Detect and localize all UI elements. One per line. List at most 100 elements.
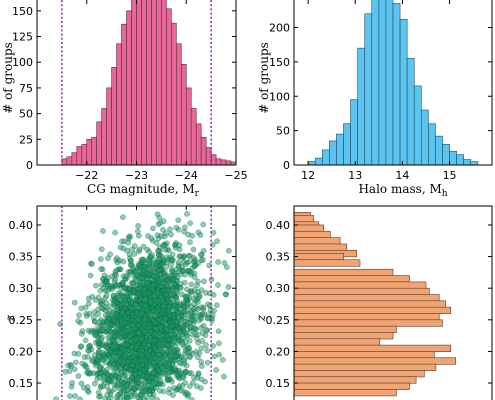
- scatter-point: [109, 357, 115, 364]
- scatter-point: [151, 272, 157, 279]
- scatter-point: [140, 290, 147, 297]
- hist-bar: [293, 253, 344, 261]
- hist-bar: [146, 0, 152, 166]
- hist-bar: [151, 0, 157, 166]
- scatter-point: [129, 305, 135, 312]
- scatter-point: [173, 318, 180, 325]
- scatter-point: [85, 354, 91, 360]
- plot-frame: [293, 205, 493, 400]
- scatter-point: [168, 256, 175, 263]
- scatter-point: [188, 316, 195, 322]
- scatter-point: [198, 257, 205, 264]
- scatter-point: [96, 319, 103, 325]
- hist-bar: [225, 160, 232, 166]
- hist-bar: [101, 108, 107, 166]
- scatter-point: [193, 336, 200, 342]
- hist-bar: [428, 123, 436, 166]
- scatter-point: [173, 353, 180, 359]
- y-tick-label: 0.40: [9, 219, 34, 232]
- scatter-point: [136, 286, 142, 293]
- hist-bar: [126, 10, 132, 166]
- hist-bar: [378, 0, 387, 166]
- scatter-point: [185, 301, 191, 307]
- scatter-point: [124, 341, 131, 348]
- scatter-point: [185, 393, 191, 400]
- hist-bar: [195, 123, 202, 166]
- hist-bar: [293, 376, 417, 384]
- scatter-point: [169, 251, 176, 258]
- scatter-point: [160, 303, 167, 310]
- hist-bar: [76, 146, 83, 166]
- scatter-point: [184, 332, 190, 339]
- scatter-point: [161, 273, 168, 280]
- scatter-point: [168, 273, 175, 279]
- scatter-point: [99, 301, 105, 308]
- scatter-point: [97, 364, 103, 371]
- x-tick-label: 14: [395, 169, 409, 182]
- scatter-point: [68, 383, 75, 390]
- scatter-point: [91, 314, 97, 321]
- scatter-point: [128, 374, 135, 381]
- scatter-point: [120, 280, 126, 286]
- scatter-point: [225, 284, 232, 290]
- scatter-point: [211, 353, 218, 360]
- scatter-point: [195, 299, 201, 305]
- scatter-point: [138, 336, 145, 342]
- scatter-point: [134, 310, 140, 316]
- scatter-point: [65, 362, 71, 369]
- hist-bar: [293, 357, 456, 365]
- scatter-point: [83, 364, 90, 370]
- hist-bar: [293, 332, 394, 340]
- scatter-point: [187, 354, 193, 361]
- scatter-point: [173, 224, 180, 231]
- scatter-point: [127, 367, 134, 374]
- scatter-point: [180, 268, 186, 275]
- hist-bar: [293, 237, 341, 245]
- scatter-point: [185, 267, 191, 274]
- scatter-point: [95, 294, 102, 301]
- scatter-point: [125, 333, 131, 340]
- scatter-point: [167, 356, 174, 363]
- scatter-point: [122, 285, 128, 291]
- ylabel-bottom-left: z: [3, 314, 17, 322]
- scatter-point: [136, 246, 143, 253]
- scatter-point: [152, 319, 159, 326]
- scatter-point: [115, 375, 122, 382]
- x-tick-label: 15: [443, 169, 457, 182]
- scatter-point: [144, 246, 151, 253]
- hist-bar: [121, 23, 127, 166]
- scatter-point: [107, 334, 114, 341]
- xlabel-top-right: Halo mass, Mh: [358, 182, 447, 199]
- scatter-point: [221, 260, 228, 266]
- scatter-point: [159, 332, 166, 339]
- y-tick-label: 200: [269, 22, 290, 35]
- scatter-point: [190, 254, 197, 261]
- scatter-point: [176, 367, 182, 374]
- scatter-point: [191, 286, 198, 293]
- hist-bar: [329, 140, 337, 166]
- scatter-point: [75, 373, 82, 379]
- hist-bar: [336, 133, 344, 166]
- hist-bar: [156, 0, 162, 166]
- scatter-point: [124, 316, 130, 322]
- scatter-point: [150, 391, 157, 398]
- scatter-point: [149, 285, 156, 292]
- scatter-point: [148, 299, 154, 306]
- hist-bar: [364, 13, 373, 166]
- scatter-point: [113, 311, 119, 317]
- scatter-point: [150, 360, 157, 366]
- scatter-point: [131, 350, 138, 357]
- hist-bar: [293, 287, 430, 296]
- scatter-point: [203, 327, 210, 333]
- scatter-point: [191, 374, 197, 381]
- scatter-point: [164, 282, 170, 289]
- scatter-point: [75, 351, 82, 357]
- hist-bar: [463, 159, 472, 166]
- scatter-point: [136, 329, 143, 336]
- scatter-point: [103, 292, 110, 299]
- scatter-point: [123, 371, 129, 378]
- scatter-point: [100, 322, 107, 329]
- scatter-point: [107, 348, 114, 355]
- scatter-point: [170, 338, 176, 345]
